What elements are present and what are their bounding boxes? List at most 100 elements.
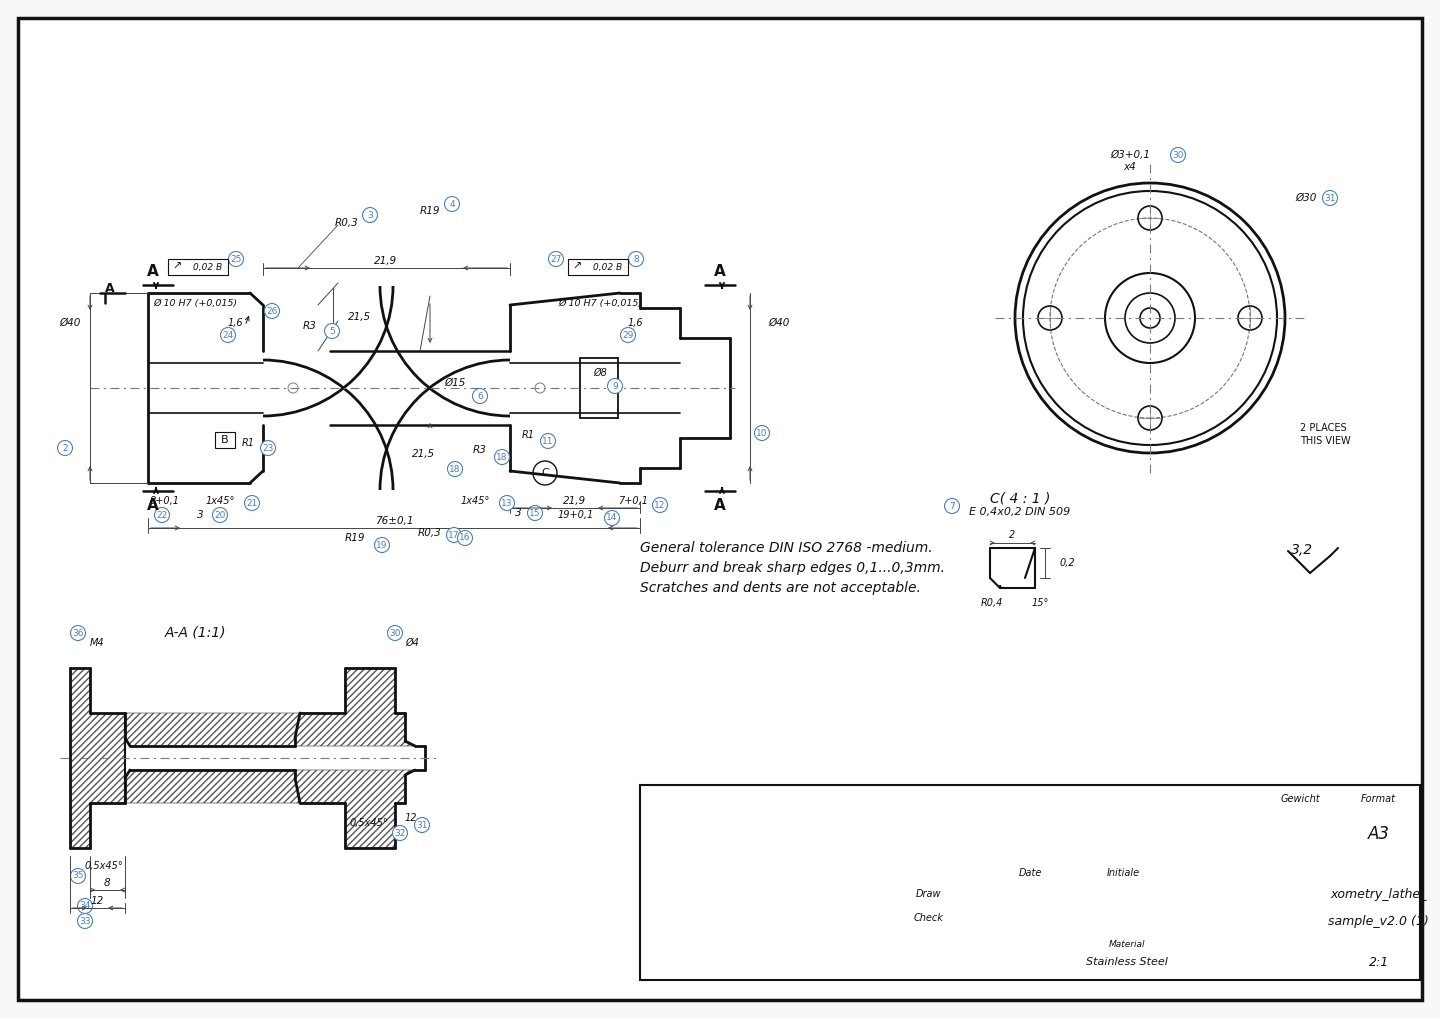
Text: Scratches and dents are not acceptable.: Scratches and dents are not acceptable. (639, 581, 920, 595)
Text: A: A (105, 282, 115, 294)
Circle shape (472, 389, 488, 403)
Text: 36: 36 (72, 628, 84, 637)
Text: 3: 3 (367, 211, 373, 220)
Text: 8: 8 (634, 254, 639, 264)
Text: 2: 2 (62, 444, 68, 452)
Circle shape (445, 196, 459, 212)
Text: Ø30: Ø30 (1295, 193, 1316, 203)
Text: Stainless Steel: Stainless Steel (1086, 958, 1168, 967)
Text: 0,02 B: 0,02 B (193, 263, 223, 272)
Text: R3: R3 (474, 445, 487, 455)
Text: 11: 11 (543, 437, 554, 446)
Circle shape (220, 328, 236, 342)
Text: 19: 19 (376, 541, 387, 550)
Circle shape (78, 899, 92, 913)
Text: A: A (714, 498, 726, 512)
Text: 21: 21 (246, 499, 258, 508)
Text: 14: 14 (606, 513, 618, 522)
Circle shape (265, 303, 279, 319)
Text: R0,4: R0,4 (981, 598, 1004, 608)
Text: 2: 2 (1009, 530, 1015, 540)
Circle shape (494, 450, 510, 464)
Circle shape (549, 251, 563, 267)
Circle shape (374, 538, 389, 553)
Circle shape (446, 527, 461, 543)
Text: 30: 30 (389, 628, 400, 637)
Text: 0,5x45°: 0,5x45° (350, 818, 387, 828)
Text: M4: M4 (89, 638, 105, 648)
Text: 26: 26 (266, 306, 278, 316)
Text: Ø8: Ø8 (593, 367, 606, 378)
Text: Format: Format (1361, 794, 1397, 803)
Text: 2:1: 2:1 (1368, 956, 1388, 969)
Text: 3,2: 3,2 (1290, 543, 1313, 557)
Circle shape (71, 868, 85, 884)
Text: 4: 4 (449, 200, 455, 209)
Text: Ø3+0,1: Ø3+0,1 (1110, 150, 1151, 160)
Circle shape (78, 913, 92, 928)
Text: 10: 10 (756, 429, 768, 438)
Text: R1: R1 (521, 430, 534, 440)
Circle shape (1322, 190, 1338, 206)
Text: Date: Date (1018, 867, 1041, 878)
Text: Draw: Draw (916, 889, 942, 899)
Text: xometry_lathe_: xometry_lathe_ (1331, 888, 1427, 901)
Text: Material: Material (1109, 941, 1145, 950)
Text: C( 4 : 1 ): C( 4 : 1 ) (989, 491, 1050, 505)
Text: 24: 24 (222, 331, 233, 339)
Text: Ø4: Ø4 (405, 638, 419, 648)
Text: 7+0,1: 7+0,1 (618, 496, 648, 506)
Text: A: A (147, 264, 158, 279)
Circle shape (448, 461, 462, 476)
Circle shape (540, 434, 556, 449)
Text: 35: 35 (72, 871, 84, 881)
Circle shape (261, 441, 275, 455)
Text: Ø 10 H7 (+0,015): Ø 10 H7 (+0,015) (153, 298, 238, 307)
Circle shape (415, 817, 429, 833)
Text: 33: 33 (79, 916, 91, 925)
Text: Ø40: Ø40 (768, 318, 789, 328)
Text: General tolerance DIN ISO 2768 -medium.: General tolerance DIN ISO 2768 -medium. (639, 541, 933, 555)
Text: THIS VIEW: THIS VIEW (1300, 436, 1351, 446)
Text: 15: 15 (530, 509, 541, 517)
Text: Check: Check (913, 912, 943, 922)
Text: 18: 18 (449, 464, 461, 473)
Text: 23: 23 (262, 444, 274, 452)
Text: 3: 3 (197, 510, 203, 520)
Text: 21,5: 21,5 (412, 449, 435, 459)
Text: R1: R1 (242, 438, 255, 448)
Text: 1,6: 1,6 (228, 318, 243, 328)
Bar (639, 785, 1420, 980)
Circle shape (71, 625, 85, 640)
Bar (168, 259, 228, 275)
Text: Ø40: Ø40 (59, 318, 81, 328)
Circle shape (363, 208, 377, 223)
Text: A: A (714, 264, 726, 279)
Bar (215, 432, 235, 448)
Text: 3: 3 (514, 508, 521, 518)
Circle shape (500, 496, 514, 510)
Circle shape (628, 251, 644, 267)
Circle shape (229, 251, 243, 267)
Circle shape (652, 498, 668, 512)
Text: 76±0,1: 76±0,1 (374, 516, 413, 526)
Circle shape (1171, 148, 1185, 163)
Text: 16: 16 (459, 533, 471, 543)
Text: 30: 30 (1172, 151, 1184, 160)
Text: R3: R3 (302, 321, 317, 331)
Text: B: B (222, 435, 229, 445)
Text: 20: 20 (215, 510, 226, 519)
Circle shape (527, 506, 543, 520)
Text: 1x45°: 1x45° (206, 496, 235, 506)
Text: 8: 8 (104, 878, 111, 888)
Text: 12: 12 (654, 501, 665, 509)
Text: A: A (147, 498, 158, 512)
Text: 2 PLACES: 2 PLACES (1300, 423, 1346, 433)
Bar (567, 259, 628, 275)
Text: Ø 10 H7 (+0,015): Ø 10 H7 (+0,015) (557, 298, 642, 307)
Circle shape (458, 530, 472, 546)
Text: 1,6: 1,6 (628, 318, 642, 328)
Text: R0,3: R0,3 (336, 218, 359, 228)
Text: 7: 7 (949, 502, 955, 510)
Text: 5: 5 (330, 327, 336, 336)
